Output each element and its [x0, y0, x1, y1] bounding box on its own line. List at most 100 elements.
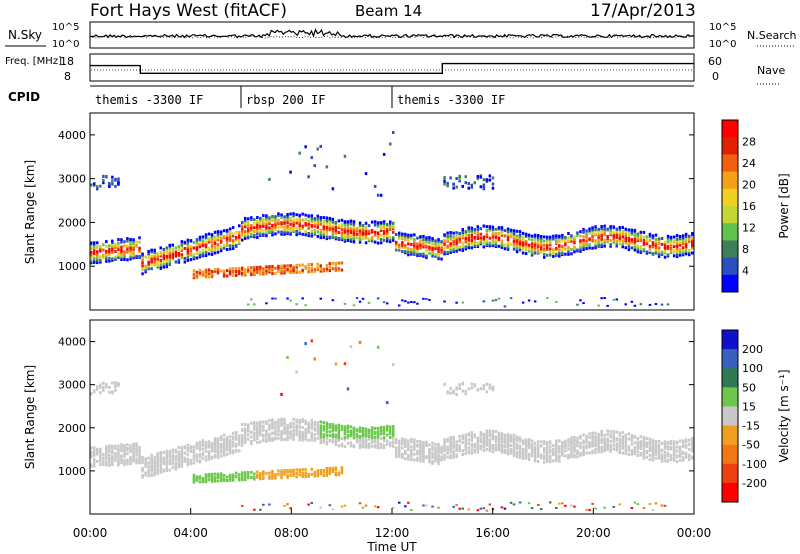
velocity-cell — [346, 430, 350, 434]
power-cell — [654, 248, 658, 251]
velocity-cell — [558, 454, 561, 458]
power-cell — [407, 242, 410, 246]
power-cell — [449, 234, 452, 238]
x-tick-label: 04:00 — [173, 526, 208, 540]
noise-left-label: N.Sky — [8, 28, 42, 42]
velocity-cell — [500, 506, 504, 509]
power-cell — [201, 243, 205, 247]
velocity-cell — [304, 475, 307, 478]
power-cell — [280, 269, 283, 273]
velocity-cell — [156, 468, 159, 472]
power-cell — [639, 230, 643, 234]
colorbar-tick-label: -100 — [742, 458, 767, 471]
colorbar-block — [722, 349, 738, 369]
power-cell — [241, 227, 244, 231]
power-cell — [147, 262, 150, 266]
power-cell — [96, 250, 99, 254]
velocity-cell — [316, 421, 319, 425]
power-cell — [642, 247, 646, 251]
velocity-cell — [180, 456, 184, 460]
power-cell — [316, 266, 319, 270]
velocity-cell — [449, 456, 452, 460]
power-cell — [280, 271, 283, 275]
power-cell — [558, 252, 561, 256]
velocity-cell — [582, 445, 585, 449]
power-cell — [482, 183, 486, 187]
power-cell — [298, 230, 301, 234]
power-cell — [268, 177, 271, 181]
velocity-cell — [132, 452, 135, 456]
velocity-cell — [518, 501, 522, 504]
velocity-cell — [398, 447, 401, 451]
velocity-cell — [398, 454, 401, 458]
velocity-cell — [337, 425, 341, 429]
velocity-cell — [422, 452, 425, 455]
power-cell — [416, 254, 419, 257]
velocity-cell — [114, 458, 117, 462]
velocity-cell — [292, 425, 295, 429]
power-cell — [639, 249, 643, 253]
power-cell — [186, 251, 190, 255]
power-cell — [277, 221, 280, 225]
power-cell — [262, 272, 265, 276]
power-cell — [678, 248, 682, 252]
velocity-cell — [437, 453, 440, 457]
velocity-cell — [681, 444, 685, 448]
velocity-cell — [295, 370, 298, 374]
power-cell — [672, 241, 676, 245]
power-cell — [126, 239, 129, 243]
power-cell — [331, 217, 335, 221]
velocity-cell — [247, 476, 250, 480]
power-cell — [431, 251, 434, 255]
velocity-cell — [603, 440, 606, 444]
velocity-cell — [488, 444, 492, 448]
power-cell — [129, 252, 132, 255]
velocity-cell — [524, 443, 528, 447]
velocity-cell — [618, 444, 621, 448]
power-cell — [265, 302, 268, 305]
power-cell — [410, 250, 413, 254]
velocity-cell — [283, 504, 286, 507]
power-cell — [630, 300, 634, 303]
power-cell — [244, 268, 247, 272]
velocity-cell — [298, 470, 301, 474]
velocity-cell — [177, 455, 181, 459]
velocity-cell — [691, 436, 694, 440]
power-cell — [386, 227, 389, 231]
power-cell — [443, 182, 446, 186]
power-cell — [198, 272, 202, 276]
velocity-cell — [636, 444, 640, 448]
power-cell — [316, 214, 319, 218]
power-cell — [386, 229, 389, 233]
power-cell — [361, 224, 365, 227]
power-cell — [527, 233, 531, 237]
power-cell — [428, 245, 431, 249]
power-cell — [120, 248, 123, 252]
power-cell — [201, 253, 205, 257]
power-cell — [123, 244, 126, 248]
velocity-cell — [228, 473, 232, 477]
power-cell — [437, 243, 440, 247]
power-cell — [549, 253, 552, 257]
power-cell — [367, 237, 371, 241]
velocity-cell — [277, 472, 280, 476]
velocity-cell — [99, 447, 102, 451]
velocity-cell — [573, 448, 576, 452]
velocity-cell — [274, 422, 277, 426]
power-cell — [657, 252, 661, 256]
power-cell — [376, 297, 380, 300]
velocity-cell — [515, 444, 519, 448]
power-cell — [491, 182, 495, 186]
power-cell — [316, 262, 319, 266]
velocity-cell — [328, 472, 332, 475]
velocity-cell — [437, 450, 440, 454]
velocity-cell — [117, 463, 120, 467]
velocity-cell — [156, 464, 159, 468]
velocity-cell — [370, 440, 374, 444]
velocity-cell — [422, 504, 425, 507]
velocity-cell — [558, 448, 561, 451]
velocity-cell — [247, 426, 250, 430]
velocity-cell — [413, 441, 416, 445]
velocity-cell — [540, 440, 543, 444]
